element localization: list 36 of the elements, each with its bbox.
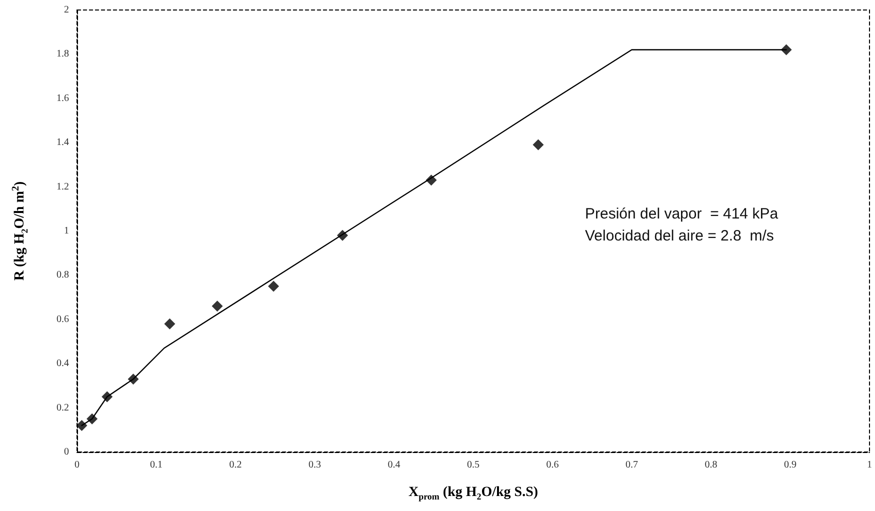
x-tick-label: 0.9 bbox=[784, 460, 796, 470]
point bbox=[86, 413, 98, 424]
y-axis-title: R (kg H2O/h m2) bbox=[10, 181, 30, 281]
point bbox=[426, 174, 437, 186]
y-tick-label: 0 bbox=[64, 446, 69, 458]
point bbox=[212, 300, 223, 312]
x-tick-label: 0.8 bbox=[704, 460, 718, 470]
annotation: Velocidad del aire = 2.8 m/s bbox=[585, 228, 774, 244]
y-tick-label: 1.8 bbox=[56, 48, 69, 60]
x-tick-label: 0.5 bbox=[467, 460, 480, 470]
y-tick-label: 1 bbox=[64, 226, 69, 236]
y-tick-label: 0.6 bbox=[56, 314, 69, 325]
x-tick-label: 0.4 bbox=[388, 460, 400, 470]
y-tick-label: 1.6 bbox=[56, 92, 69, 104]
point bbox=[780, 44, 792, 56]
x-tick-label: 0.6 bbox=[546, 460, 559, 470]
x-tick-label: 0.1 bbox=[150, 460, 162, 470]
x-tick-label: 0 bbox=[74, 460, 80, 470]
point bbox=[102, 391, 113, 402]
annotation: Presión del vapor = 414 kPa bbox=[585, 206, 779, 222]
y-tick-label: 1.4 bbox=[56, 137, 69, 148]
y-tick-label: 0.4 bbox=[56, 358, 69, 370]
x-tick-label: 0.3 bbox=[308, 460, 321, 470]
x-tick-label: 0.7 bbox=[626, 460, 638, 470]
x-tick-label: 0.2 bbox=[229, 460, 242, 470]
point bbox=[336, 230, 348, 241]
point bbox=[532, 139, 544, 150]
point bbox=[268, 280, 280, 292]
point bbox=[128, 374, 139, 385]
y-tick-label: 0.2 bbox=[56, 402, 69, 414]
point bbox=[76, 420, 88, 431]
x-tick-label: 1 bbox=[867, 460, 872, 470]
y-tick-label: 1.2 bbox=[56, 181, 69, 192]
y-tick-label: 2 bbox=[64, 4, 69, 16]
y-tick-label: 0.8 bbox=[56, 270, 69, 281]
point bbox=[164, 318, 176, 330]
